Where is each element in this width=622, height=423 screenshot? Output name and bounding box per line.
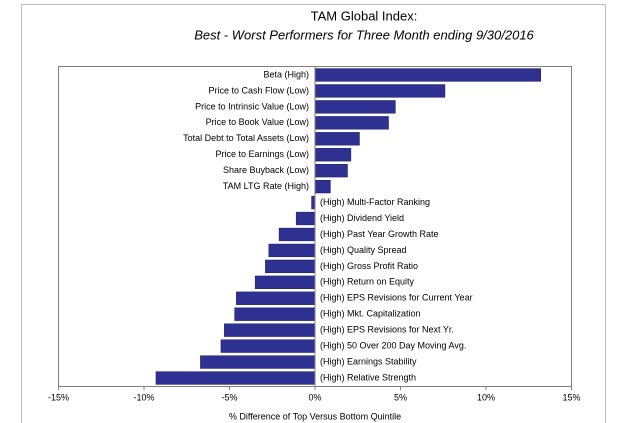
bar xyxy=(155,371,316,385)
bar xyxy=(220,339,316,353)
bar xyxy=(224,323,316,337)
bar xyxy=(314,132,360,146)
bar xyxy=(311,195,316,210)
bar xyxy=(236,291,316,305)
category-label: (High) Relative Strength xyxy=(320,372,416,382)
x-tick-label: 0% xyxy=(308,392,321,402)
x-tick-label: 10% xyxy=(477,392,495,402)
category-label: (High) Return on Equity xyxy=(320,277,415,287)
bar xyxy=(295,211,316,226)
frame xyxy=(21,4,606,423)
bar xyxy=(314,164,348,178)
category-label: Total Debt to Total Assets (Low) xyxy=(183,133,309,143)
bar xyxy=(314,84,446,98)
bar xyxy=(200,355,316,369)
bar xyxy=(314,148,352,162)
category-label: TAM LTG Rate (High) xyxy=(223,181,309,191)
x-tick-label: 15% xyxy=(562,392,580,402)
x-tick-label: -15% xyxy=(48,392,69,402)
category-label: (High) Multi-Factor Ranking xyxy=(320,197,430,207)
category-label: (High) Earnings Stability xyxy=(320,356,417,366)
category-label: (High) Past Year Growth Rate xyxy=(320,229,439,239)
category-label: Price to Cash Flow (Low) xyxy=(208,85,309,95)
category-label: (High) 50 Over 200 Day Moving Avg. xyxy=(320,341,466,351)
category-label: (High) EPS Revisions for Current Year xyxy=(320,293,473,303)
category-label: Price to Earnings (Low) xyxy=(215,149,309,159)
category-label: (High) Dividend Yield xyxy=(320,213,404,223)
x-axis-label: % Difference of Top Versus Bottom Quinti… xyxy=(229,411,401,421)
chart-title: TAM Global Index: xyxy=(311,8,418,23)
bar xyxy=(314,100,396,114)
category-label: Beta (High) xyxy=(263,69,309,79)
bar xyxy=(265,259,316,274)
x-tick-label: -10% xyxy=(133,392,154,402)
chart-subtitle: Best - Worst Performers for Three Month … xyxy=(194,27,534,42)
category-label: (High) Mkt. Capitalization xyxy=(320,309,421,319)
category-label: (High) Gross Profit Ratio xyxy=(320,261,418,271)
category-label: Price to Intrinsic Value (Low) xyxy=(195,101,309,111)
bar xyxy=(254,275,316,289)
bar xyxy=(278,227,316,242)
bar xyxy=(314,116,389,130)
category-label: Price to Book Value (Low) xyxy=(206,117,309,127)
x-tick-label: -5% xyxy=(221,392,237,402)
category-label: (High) Quality Spread xyxy=(320,245,407,255)
bar xyxy=(268,243,316,258)
bar xyxy=(234,307,316,321)
x-tick-label: 5% xyxy=(394,392,407,402)
category-label: (High) EPS Revisions for Next Yr. xyxy=(320,325,454,335)
bar xyxy=(314,68,541,82)
category-label: Share Buyback (Low) xyxy=(223,165,309,175)
bar xyxy=(314,179,331,194)
